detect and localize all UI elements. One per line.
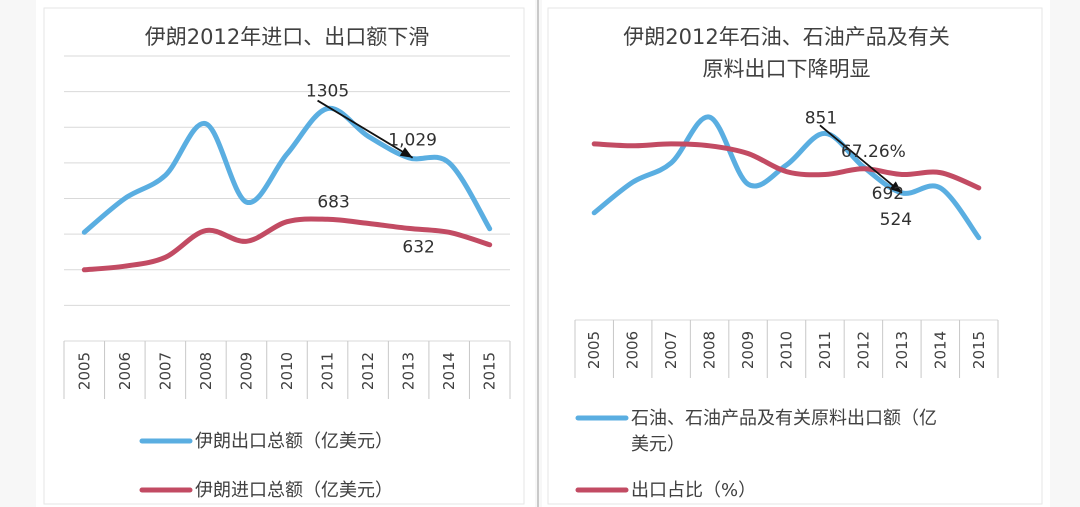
x-tick-label: 2007 xyxy=(662,331,680,369)
data-label: 692 xyxy=(872,184,904,204)
data-label: 1305 xyxy=(306,82,349,102)
right-panel-background xyxy=(542,0,1050,507)
data-label: 524 xyxy=(880,210,912,230)
chart-frame xyxy=(547,7,1043,505)
legend-item: 出口占比（%） xyxy=(575,480,756,501)
x-tick-label: 2012 xyxy=(854,331,872,369)
x-tick-label: 2011 xyxy=(319,352,337,390)
chart-export-import-totals: 伊朗2012年进口、出口额下滑 2005 2006 2007 2008 2009 2010 2… xyxy=(43,7,525,505)
x-tick-label: 2008 xyxy=(197,352,215,390)
legend-label: 伊朗出口总额（亿美元） xyxy=(195,431,393,452)
data-label: 67.26% xyxy=(841,142,906,162)
chart-frame xyxy=(43,7,525,505)
chart-title: 伊朗2012年进口、出口额下滑 xyxy=(145,25,429,49)
data-label: 632 xyxy=(402,237,434,257)
x-tick-label: 2006 xyxy=(116,352,134,390)
legend-item: 伊朗出口总额（亿美元） xyxy=(139,431,393,452)
x-tick-label: 2010 xyxy=(778,331,796,369)
x-tick-label: 2010 xyxy=(278,352,296,390)
x-tick-label: 2013 xyxy=(893,331,911,369)
left-panel-background xyxy=(36,0,535,507)
x-tick-label: 2013 xyxy=(400,352,418,390)
legend-label: 出口占比（%） xyxy=(631,480,756,501)
data-label: 1,029 xyxy=(388,131,437,151)
x-tick-label: 2015 xyxy=(970,331,988,369)
legend-item: 石油、石油产品及有关原料出口额（亿美元） xyxy=(575,408,937,455)
x-tick-label: 2007 xyxy=(156,352,174,390)
x-tick-label: 2005 xyxy=(585,331,603,369)
data-label: 683 xyxy=(317,192,349,212)
x-tick-label: 2006 xyxy=(624,331,642,369)
legend-label: 石油、石油产品及有关原料出口额（亿 xyxy=(631,408,937,429)
trend-arrow xyxy=(317,99,414,159)
x-tick-label: 2012 xyxy=(359,352,377,390)
x-tick-label: 2009 xyxy=(739,331,757,369)
x-tick-label: 2014 xyxy=(440,352,458,390)
chart-title: 原料出口下降明显 xyxy=(703,57,871,81)
legend-item: 伊朗进口总额（亿美元） xyxy=(139,480,393,501)
chart-title: 伊朗2012年石油、石油产品及有关 xyxy=(623,25,949,49)
x-tick-label: 2011 xyxy=(816,331,834,369)
x-tick-label: 2008 xyxy=(701,331,719,369)
x-tick-label: 2005 xyxy=(75,352,93,390)
trend-arrow xyxy=(819,124,903,194)
data-label: 851 xyxy=(805,108,837,128)
x-tick-label: 2009 xyxy=(237,352,255,390)
x-tick-label: 2015 xyxy=(481,352,499,390)
x-tick-label: 2014 xyxy=(931,331,949,369)
legend-label: 美元） xyxy=(631,434,685,455)
legend-label: 伊朗进口总额（亿美元） xyxy=(195,480,393,501)
